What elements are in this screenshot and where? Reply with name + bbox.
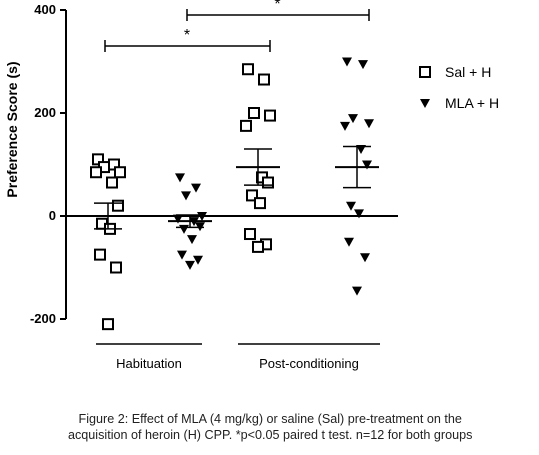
data-point-square [90, 166, 102, 179]
data-point-triangle [360, 253, 370, 263]
data-point-square [240, 119, 252, 132]
significance-asterisk: * [184, 27, 190, 44]
caption-line-2: acquisition of heroin (H) CPP. *p<0.05 p… [68, 428, 473, 442]
data-point-square [94, 248, 106, 261]
data-point-triangle [362, 160, 372, 170]
data-point-square [110, 261, 122, 274]
data-point-square [112, 199, 124, 212]
data-point-triangle [185, 260, 195, 270]
data-point-triangle [344, 237, 354, 247]
data-point-triangle [356, 145, 366, 155]
y-tick-label: 200 [34, 105, 56, 120]
caption-line-1: Figure 2: Effect of MLA (4 mg/kg) or sal… [78, 412, 462, 426]
data-point-square [244, 228, 256, 241]
data-point-square [114, 166, 126, 179]
mean-sem-bars [86, 145, 379, 230]
significance-asterisk: * [274, 0, 280, 13]
x-category-label: Habituation [116, 356, 182, 371]
x-category-label: Post-conditioning [259, 356, 359, 371]
data-point-triangle [354, 209, 364, 219]
data-point-triangle [193, 255, 203, 265]
data-point-triangle [191, 183, 201, 193]
data-point-square [262, 176, 274, 189]
data-point-triangle [179, 224, 189, 234]
axes: -200 0 200 400 Preference Score (s) Habituati… [4, 2, 398, 371]
data-point-square [102, 318, 114, 331]
data-point-triangle [348, 114, 358, 124]
data-point-triangle [177, 250, 187, 260]
y-axis-label: Preference Score (s) [4, 61, 20, 197]
data-point-square [252, 240, 264, 253]
legend-label: Sal + H [445, 64, 491, 80]
y-tick-label: 0 [49, 208, 56, 223]
data-point-square [254, 197, 266, 210]
data-points [90, 57, 374, 331]
data-point-triangle [352, 286, 362, 296]
y-tick-label: -200 [30, 311, 56, 326]
data-point-triangle [364, 119, 374, 129]
data-point-triangle [175, 173, 185, 183]
data-point-square [106, 176, 118, 189]
data-point-triangle [342, 57, 352, 67]
data-point-triangle [187, 235, 197, 245]
legend: Sal + H MLA + H [419, 64, 499, 111]
data-point-square [242, 63, 254, 76]
data-point-triangle [346, 201, 356, 211]
data-point-square [258, 73, 270, 86]
data-point-triangle [173, 214, 183, 224]
data-point-square [246, 189, 258, 202]
data-point-triangle [358, 60, 368, 70]
data-point-triangle [181, 191, 191, 201]
y-tick-label: 400 [34, 2, 56, 17]
data-point-triangle [420, 99, 430, 108]
legend-label: MLA + H [445, 95, 499, 111]
data-point-square [264, 109, 276, 122]
significance-brackets: ** [104, 0, 370, 52]
data-point-square [419, 66, 431, 78]
data-point-triangle [340, 121, 350, 131]
data-point-square [248, 107, 260, 119]
